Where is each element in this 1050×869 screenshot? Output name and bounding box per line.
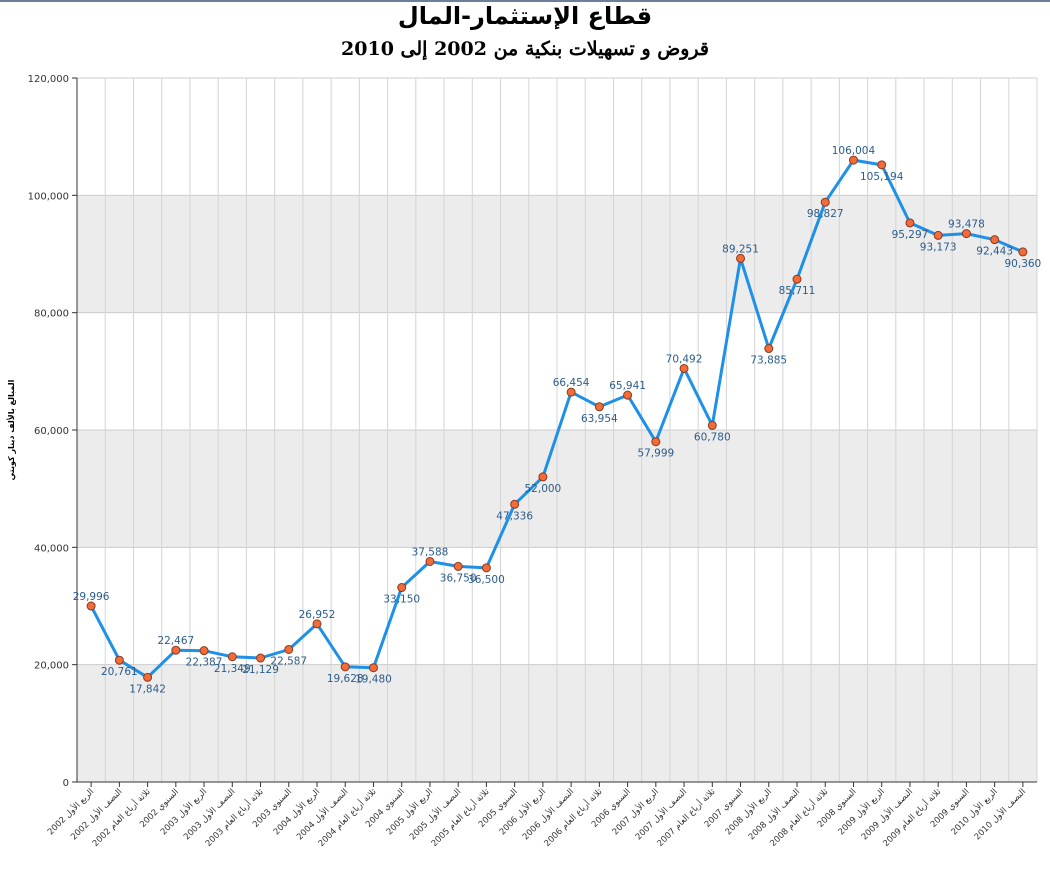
data-point	[284, 644, 294, 654]
data-point	[933, 230, 943, 240]
data-label: 52,000	[525, 483, 562, 495]
grid-lines	[76, 77, 1038, 783]
data-label: 37,588	[412, 546, 449, 558]
top-border	[0, 0, 1050, 2]
data-point	[143, 672, 153, 682]
data-point	[877, 160, 887, 170]
y-tick-label: 80,000	[34, 309, 69, 320]
data-point	[848, 155, 858, 165]
y-tick-label: 20,000	[34, 661, 69, 672]
data-point	[792, 274, 802, 284]
data-point	[736, 253, 746, 263]
data-point	[114, 655, 124, 665]
data-label: 65,941	[609, 380, 646, 392]
data-label: 22,587	[270, 655, 307, 667]
data-label: 89,251	[722, 243, 759, 255]
data-point	[171, 645, 181, 655]
data-label: 93,173	[920, 241, 957, 253]
y-axis-label: المبالغ بالألف دينار كويتي	[6, 379, 16, 480]
data-label: 93,478	[948, 219, 985, 231]
data-label: 105,194	[860, 171, 904, 183]
data-point	[679, 363, 689, 373]
data-point	[566, 387, 576, 397]
y-tick-label: 0	[63, 778, 69, 789]
data-point	[538, 472, 548, 482]
axes	[72, 77, 1037, 787]
data-point	[340, 662, 350, 672]
data-label: 22,387	[186, 657, 223, 669]
data-label: 106,004	[832, 145, 876, 157]
data-point	[820, 197, 830, 207]
data-point	[453, 561, 463, 571]
chart-title: قطاع الإستثمار-المال	[397, 2, 653, 30]
series-line	[89, 158, 1024, 679]
data-label: 98,827	[807, 208, 844, 220]
data-point	[623, 390, 633, 400]
y-tick-label: 120,000	[28, 74, 69, 85]
data-point	[256, 653, 266, 663]
data-point	[312, 619, 322, 629]
x-tick-label: النصف الأول 2002	[68, 786, 124, 842]
data-label: 92,443	[976, 246, 1013, 258]
data-label: 21,129	[242, 664, 279, 676]
data-point	[905, 218, 915, 228]
data-label: 73,885	[750, 355, 787, 367]
data-label: 29,996	[73, 591, 110, 603]
data-label: 47,336	[496, 510, 533, 522]
chart-subtitle: قروض و تسهيلات بنكية من 2002 إلى 2010	[341, 38, 709, 60]
data-point	[425, 556, 435, 566]
x-tick-label: النصف الأول 2004	[294, 786, 350, 842]
data-label: 66,454	[553, 377, 590, 389]
data-label: 36,750	[440, 572, 477, 584]
x-tick-label: النصف الأول 2006	[520, 786, 576, 842]
data-point	[510, 499, 520, 509]
data-label: 26,952	[299, 609, 336, 621]
data-label: 17,842	[129, 683, 166, 695]
y-tick-labels: 0 20,000 40,000 60,000 80,000 100,000 120,000	[28, 74, 69, 789]
data-point	[651, 437, 661, 447]
data-label: 19,628	[327, 673, 364, 685]
data-point	[86, 601, 96, 611]
data-labels: 29,996 20,761 17,842 22,467 22,38721,34921,1…	[73, 145, 1042, 695]
data-label: 63,954	[581, 413, 618, 425]
data-point	[397, 583, 407, 593]
x-tick-label: النصف الأول 2008	[746, 786, 802, 842]
data-point	[990, 235, 1000, 245]
x-tick-label: النصف الأول 2007	[633, 786, 689, 842]
x-tick-label: النصف الأول 2005	[407, 786, 463, 842]
data-label: 85,711	[779, 285, 816, 297]
data-label: 57,999	[637, 448, 674, 460]
data-label: 21,349	[214, 663, 251, 675]
x-tick-label: النصف الأول 2010	[972, 786, 1028, 842]
data-point	[764, 344, 774, 354]
data-point	[227, 652, 237, 662]
data-point	[199, 646, 209, 656]
data-label: 90,360	[1005, 258, 1042, 270]
data-point	[481, 563, 491, 573]
data-label: 33,150	[383, 594, 420, 606]
data-point	[707, 420, 717, 430]
x-tick-label: النصف الأول 2009	[859, 786, 915, 842]
data-label: 19,480	[355, 674, 392, 686]
data-label: 22,467	[157, 635, 194, 647]
y-tick-label: 100,000	[28, 191, 69, 202]
data-label: 95,297	[892, 229, 929, 241]
y-tick-label: 60,000	[34, 426, 69, 437]
data-point	[594, 402, 604, 412]
data-point	[1018, 247, 1028, 257]
y-tick-label: 40,000	[34, 543, 69, 554]
x-tick-label: النصف الأول 2003	[181, 786, 237, 842]
data-label: 36,500	[468, 574, 505, 586]
data-label: 70,492	[666, 353, 703, 365]
data-point	[961, 229, 971, 239]
series	[86, 155, 1028, 682]
data-label: 20,761	[101, 666, 138, 678]
data-point	[368, 663, 378, 673]
data-label: 60,780	[694, 431, 731, 443]
